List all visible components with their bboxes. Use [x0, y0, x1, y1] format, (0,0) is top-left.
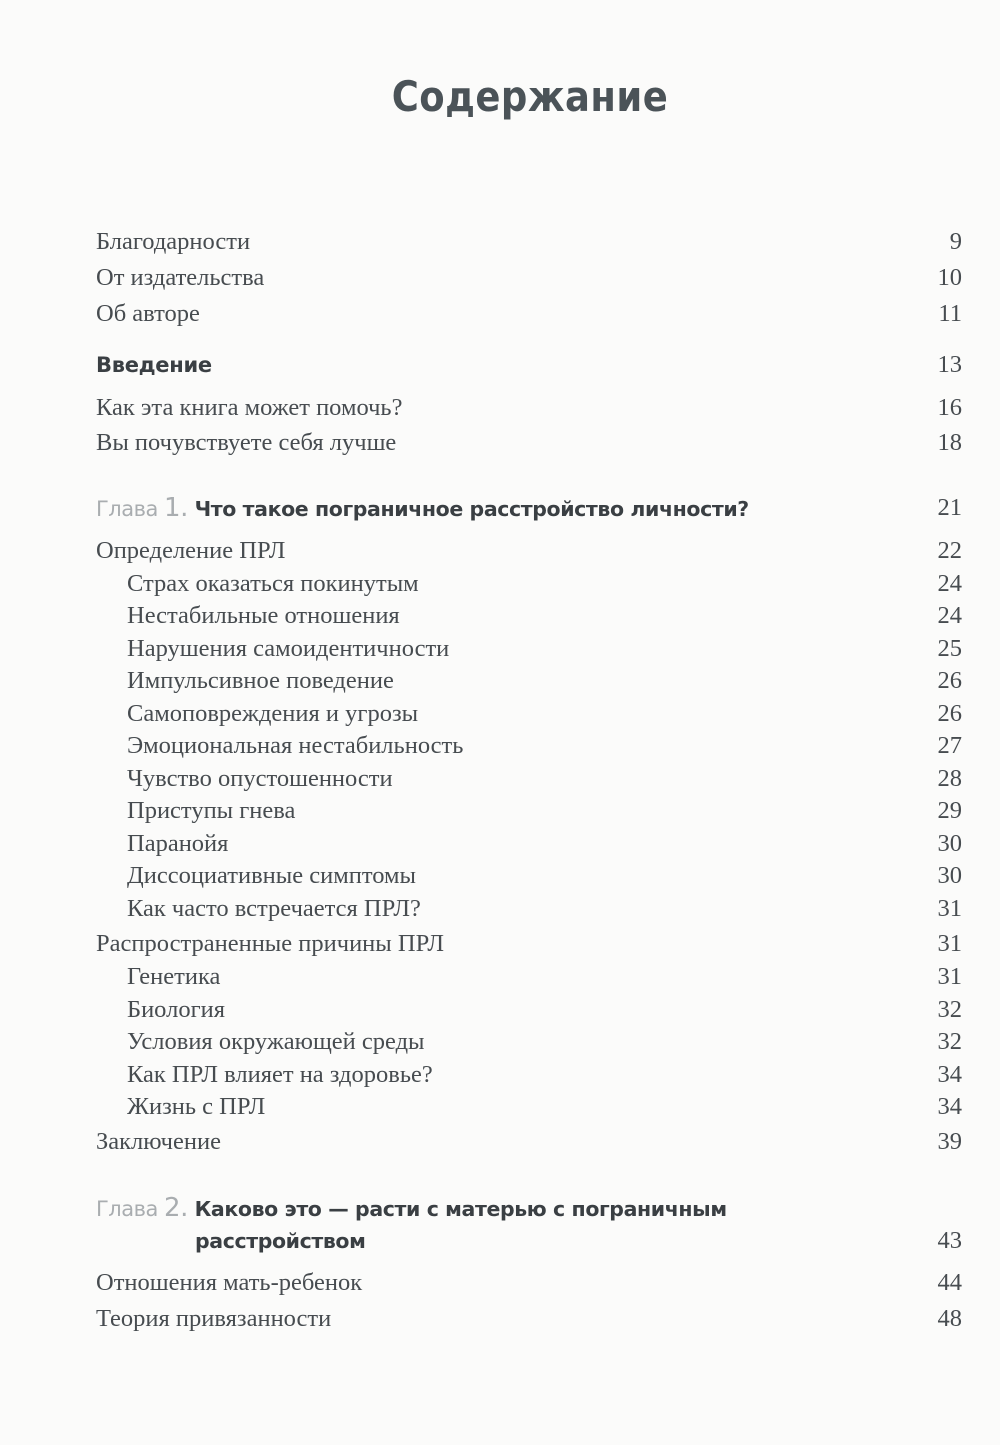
toc-entry-label: Вы почувствуете себя лучше: [96, 429, 397, 456]
toc-entry-label: Нарушения самоидентичности: [127, 635, 450, 662]
toc-entry: Об авторе 11: [96, 298, 962, 330]
toc-entry-page: 31: [937, 895, 963, 922]
toc-entry: Как часто встречается ПРЛ? 31: [127, 893, 962, 925]
chapter-prefix: Глава 2.: [96, 1193, 188, 1223]
toc-entry-label: Определение ПРЛ: [96, 537, 286, 564]
toc-entry-page: 44: [937, 1269, 963, 1296]
toc-entry-page: 28: [937, 765, 963, 792]
toc-entry-label: Отношения мать-ребенок: [96, 1269, 363, 1296]
toc-entry: Определение ПРЛ 22: [96, 535, 962, 567]
toc-entry-page: 34: [937, 1093, 963, 1120]
toc-entry-page: 27: [937, 732, 963, 759]
toc-entry-label: Как эта книга может помочь?: [96, 394, 403, 421]
toc-entry-label: Страх оказаться покинутым: [127, 570, 419, 597]
toc-entry-page: 13: [937, 351, 963, 378]
toc-entry-page: 9: [949, 228, 962, 255]
toc-entry: Диссоциативные симптомы 30: [127, 860, 962, 892]
toc-entry: Самоповреждения и угрозы 26: [127, 698, 962, 730]
toc-entry-page: 22: [937, 537, 963, 564]
toc-entry: Чувство опустошенности 28: [127, 763, 962, 795]
toc-entry-page: 30: [937, 830, 963, 857]
toc-entry-page: 31: [937, 930, 963, 957]
toc-entry-label: Введение: [96, 353, 212, 377]
chapter-heading: Глава 2. Каково это — расти с матерью с …: [96, 1193, 963, 1257]
toc-entry-page: 11: [938, 300, 962, 327]
toc-entry-label: Нестабильные отношения: [127, 602, 400, 629]
toc-entry-label: От издательства: [96, 264, 265, 291]
toc-entry-label: Эмоциональная нестабильность: [127, 732, 464, 759]
chapter-title: Каково это — расти с матерью с пограничн…: [187, 1197, 728, 1221]
toc-entry-label: Паранойя: [127, 830, 229, 857]
toc-entry-page: 34: [937, 1061, 963, 1088]
toc-entry: Нестабильные отношения 24: [127, 600, 962, 632]
toc-entry-page: 32: [937, 1028, 963, 1055]
toc-entry-page: 26: [937, 700, 963, 727]
toc-entry-label: Приступы гнева: [127, 797, 296, 824]
toc-entry-label: Глава 2. Каково это — расти с матерью с …: [96, 1192, 728, 1253]
chapter-heading: Глава 1. Что такое пограничное расстройс…: [96, 492, 962, 524]
section-heading: Введение 13: [96, 349, 962, 381]
toc-entry-label: Диссоциативные симптомы: [127, 862, 416, 889]
toc-entry-label: Условия окружающей среды: [127, 1028, 425, 1055]
chapter-title: Что такое пограничное расстройство лично…: [187, 497, 750, 521]
toc-entry-page: 43: [937, 1227, 963, 1254]
toc-entry: Приступы гнева 29: [127, 795, 962, 827]
chapter-prefix: Глава 1.: [96, 493, 188, 523]
toc-entry: Условия окружающей среды 32: [127, 1026, 962, 1058]
toc-entry: Распространенные причины ПРЛ 31: [96, 928, 962, 960]
chapter-title-line2: расстройством: [195, 1229, 366, 1253]
toc-entry: Отношения мать-ребенок 44: [96, 1267, 962, 1299]
toc-entry-page: 10: [937, 264, 963, 291]
toc-entry: Вы почувствуете себя лучше 18: [96, 427, 962, 459]
toc-entry: Паранойя 30: [127, 828, 962, 860]
toc-entry-page: 31: [937, 963, 963, 990]
toc-entry: Как ПРЛ влияет на здоровье? 34: [127, 1059, 962, 1091]
toc-entry: Импульсивное поведение 26: [127, 665, 962, 697]
toc-entry-label: Теория привязанности: [96, 1305, 332, 1332]
toc-entry-page: 16: [937, 394, 963, 421]
toc-entry: Нарушения самоидентичности 25: [127, 633, 962, 665]
toc-entry-label: Глава 1. Что такое пограничное расстройс…: [96, 492, 749, 525]
toc-entry-label: Заключение: [96, 1128, 221, 1155]
toc-entry-label: Чувство опустошенности: [127, 765, 393, 792]
toc-entry-label: Генетика: [127, 963, 221, 990]
toc-entry-label: Жизнь с ПРЛ: [127, 1093, 266, 1120]
toc-entry-page: 30: [937, 862, 963, 889]
toc-entry: Биология 32: [127, 994, 962, 1026]
toc-entry-page: 24: [937, 570, 963, 597]
toc-entry-page: 21: [937, 494, 963, 521]
toc-entry-label: Самоповреждения и угрозы: [127, 700, 419, 727]
toc-entry: Жизнь с ПРЛ 34: [127, 1091, 962, 1123]
toc-entry: Как эта книга может помочь? 16: [96, 392, 962, 424]
toc-entry-page: 39: [937, 1128, 963, 1155]
toc-entry-page: 25: [937, 635, 963, 662]
toc-entry: Благодарности 9: [96, 226, 962, 258]
toc-entry: От издательства 10: [96, 262, 962, 294]
toc-entry-page: 29: [937, 797, 963, 824]
toc-entry-page: 18: [937, 429, 963, 456]
toc-entry: Теория привязанности 48: [96, 1303, 962, 1335]
toc-entry: Генетика 31: [127, 961, 962, 993]
toc-entry-label: Как ПРЛ влияет на здоровье?: [127, 1061, 433, 1088]
toc-entry-page: 32: [937, 996, 963, 1023]
toc-entry: Страх оказаться покинутым 24: [127, 568, 962, 600]
toc-entry-page: 26: [937, 667, 963, 694]
toc-entry-page: 24: [937, 602, 963, 629]
toc-entry-label: Благодарности: [96, 228, 251, 255]
toc-entry: Заключение 39: [96, 1126, 962, 1158]
toc-entry-label: Биология: [127, 996, 226, 1023]
toc-entry: Эмоциональная нестабильность 27: [127, 730, 962, 762]
page-title: Содержание: [391, 72, 669, 121]
toc-entry-label: Импульсивное поведение: [127, 667, 394, 694]
toc-entry-page: 48: [937, 1305, 963, 1332]
toc-entry-label: Об авторе: [96, 300, 200, 327]
toc-entry-label: Как часто встречается ПРЛ?: [127, 895, 421, 922]
toc-entry-label: Распространенные причины ПРЛ: [96, 930, 444, 957]
